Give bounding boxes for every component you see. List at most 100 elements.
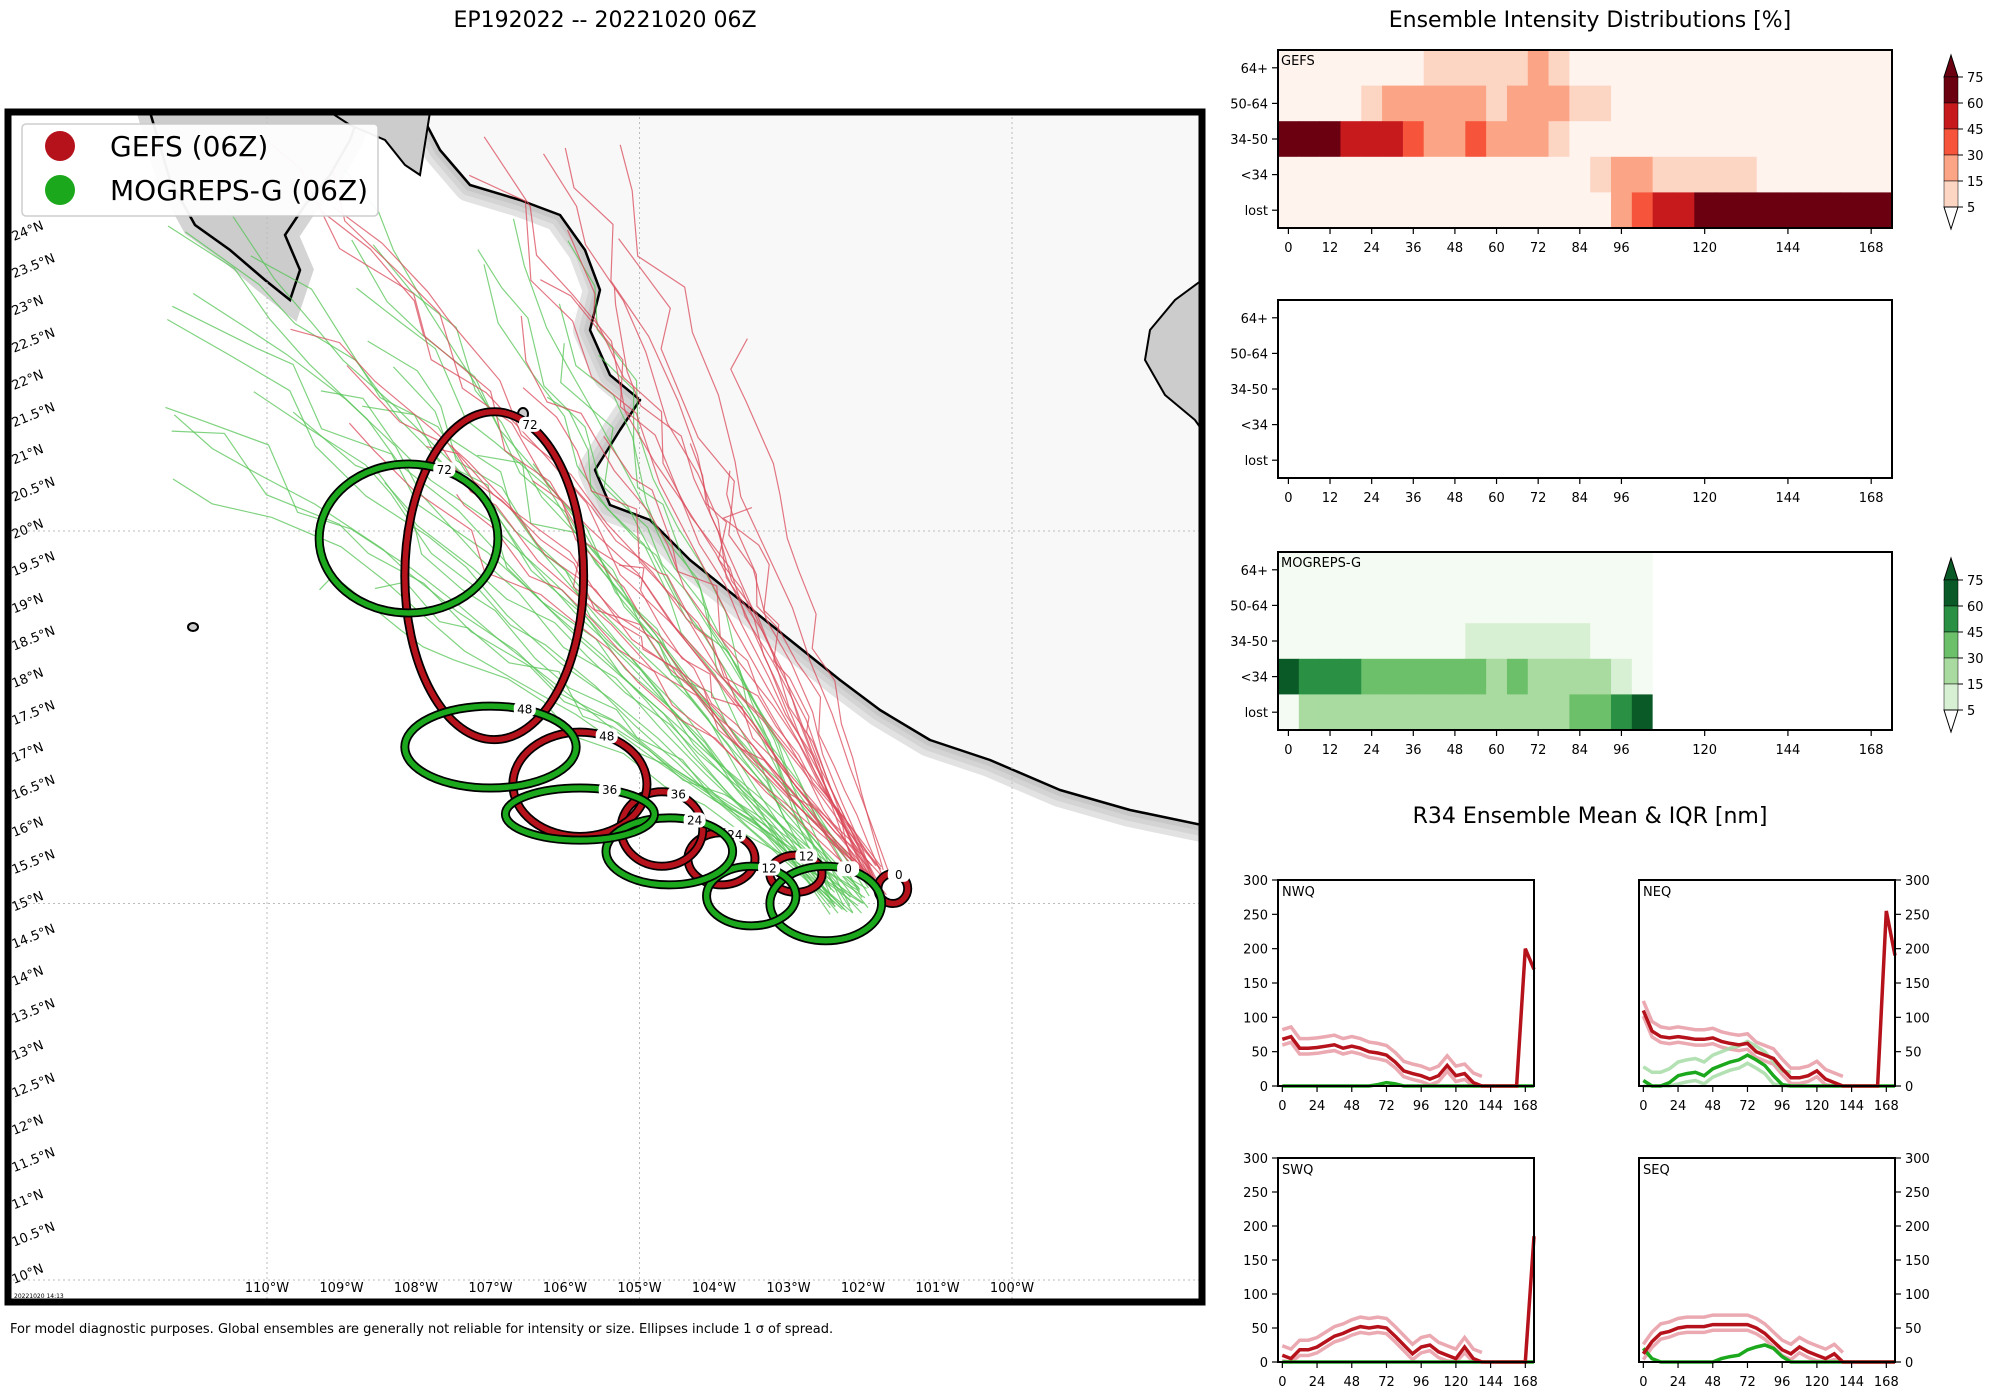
- heat-cell: [1506, 694, 1529, 731]
- heat-cell: [1860, 121, 1883, 158]
- mogreps-track: [384, 482, 854, 914]
- heat-cell: [1319, 623, 1341, 660]
- heat-cell: [1631, 85, 1654, 122]
- ellipse-label: 72: [522, 418, 537, 432]
- y-tick-label: 150: [1905, 977, 1930, 992]
- gefs-iqr-upper: [1641, 1000, 1844, 1079]
- heat-cell: [1631, 658, 1654, 695]
- gefs-iqr-upper: [1281, 1315, 1483, 1355]
- heat-cell: [1839, 50, 1862, 87]
- heat-cell: [1506, 156, 1529, 193]
- x-tick-label: 60: [1488, 491, 1505, 506]
- heat-cell: [1423, 694, 1446, 731]
- heat-cell: [1735, 50, 1758, 87]
- heat-cell: [1465, 552, 1487, 589]
- heat-cell: [1506, 587, 1529, 624]
- heat-cell: [1819, 156, 1841, 193]
- heat-cell: [1361, 552, 1383, 589]
- heat-cell: [1444, 587, 1466, 624]
- heat-cell: [1527, 192, 1550, 229]
- colorbar-label: 45: [1967, 123, 1984, 138]
- heat-cell: [1361, 587, 1383, 624]
- heat-cell: [1611, 587, 1633, 624]
- map-frame: [4, 108, 1206, 1306]
- heat-cell: [1548, 121, 1570, 158]
- heat-cell: [1652, 156, 1674, 193]
- heat-cell: [1777, 85, 1799, 122]
- heat-cell: [1756, 192, 1779, 229]
- y-tick-label: 150: [1243, 1254, 1268, 1269]
- x-tick-label: 0: [1278, 1099, 1286, 1114]
- heat-cell: [1590, 623, 1612, 660]
- mogreps-track: [356, 287, 869, 909]
- x-tick-label: 96: [1774, 1375, 1791, 1390]
- heat-cell: [1402, 156, 1425, 193]
- y-tick-label: 50: [1905, 1046, 1922, 1061]
- x-tick-label: 72: [1530, 491, 1547, 506]
- intensity-panels: GEFS 64+ 50-64 34-50 <34 lost 0 12 24 36 48 60 72 84 9…: [1230, 49, 1984, 758]
- gefs-iqr-upper: [1281, 1024, 1483, 1079]
- x-tick-label: 48: [1447, 491, 1464, 506]
- heat-cell: [1444, 156, 1466, 193]
- heat-cell: [1486, 156, 1508, 193]
- heat-cell: [1548, 658, 1570, 695]
- heat-cell: [1756, 50, 1779, 87]
- colorbar-max-arrow: [1943, 556, 1959, 581]
- heat-cell: [1548, 156, 1570, 193]
- x-tick-label: 168: [1513, 1099, 1538, 1114]
- panel-label: GEFS: [1281, 54, 1315, 69]
- heat-cell: [1798, 85, 1820, 122]
- heat-cell: [1278, 85, 1300, 122]
- heat-cell: [1382, 85, 1404, 122]
- intensity-panel-mogreps-g: MOGREPS-G 64+ 50-64 34-50 <34 lost 0 12 24 36 48 60…: [1230, 551, 1893, 758]
- heat-cell: [1527, 587, 1550, 624]
- gefs-track: [252, 128, 887, 896]
- gefs-colorbar: 75 60 45 30 15 5: [1943, 53, 1984, 231]
- heat-cell: [1319, 587, 1341, 624]
- ellipse-label: 72: [437, 463, 452, 477]
- lon-label: 104°W: [692, 1281, 736, 1296]
- y-tick-label: 0: [1905, 1080, 1913, 1095]
- mogreps-track: [172, 478, 861, 893]
- footnote: For model diagnostic purposes. Global en…: [10, 1322, 834, 1337]
- colorbar-segment: [1943, 76, 1959, 104]
- x-tick-label: 144: [1839, 1375, 1864, 1390]
- lon-label: 110°W: [245, 1281, 289, 1296]
- heat-cell: [1361, 623, 1383, 660]
- mogreps-track: [292, 411, 861, 891]
- heat-cell: [1402, 85, 1425, 122]
- heat-cell: [1486, 552, 1508, 589]
- gefs-track: [520, 315, 877, 867]
- mogreps-iqr-upper: [1642, 1039, 1792, 1075]
- heat-cell: [1652, 121, 1674, 158]
- gefs-iqr-lower: [1641, 1015, 1843, 1088]
- gefs-ellipse: 72: [400, 407, 589, 745]
- heat-cell: [1673, 192, 1695, 229]
- heat-cell: [1486, 85, 1508, 122]
- heat-cell: [1548, 85, 1570, 122]
- heat-cell: [1548, 623, 1570, 660]
- heat-cell: [1340, 121, 1362, 158]
- heat-cell: [1631, 121, 1654, 158]
- heat-cell: [1506, 552, 1529, 589]
- colorbar-segment: [1943, 657, 1959, 685]
- y-tick-label: 300: [1905, 1152, 1930, 1167]
- mogreps-track: [374, 581, 867, 890]
- heat-cell: [1527, 623, 1550, 660]
- colorbar-min-arrow: [1943, 206, 1959, 231]
- heat-cell: [1465, 587, 1487, 624]
- gefs-track: [483, 136, 871, 878]
- colorbar-label: 30: [1967, 652, 1984, 667]
- heat-cell: [1361, 121, 1383, 158]
- heat-cell: [1860, 156, 1883, 193]
- mogreps-track: [172, 305, 860, 888]
- x-tick-label: 84: [1572, 491, 1589, 506]
- row-label: 34-50: [1230, 635, 1268, 650]
- heat-cell: [1798, 121, 1820, 158]
- heat-cell: [1590, 121, 1612, 158]
- y-tick-label: 250: [1905, 1186, 1930, 1201]
- x-tick-label: 60: [1488, 241, 1505, 256]
- heat-blank: [1652, 552, 1892, 730]
- heat-cell: [1423, 156, 1446, 193]
- x-tick-label: 24: [1670, 1099, 1687, 1114]
